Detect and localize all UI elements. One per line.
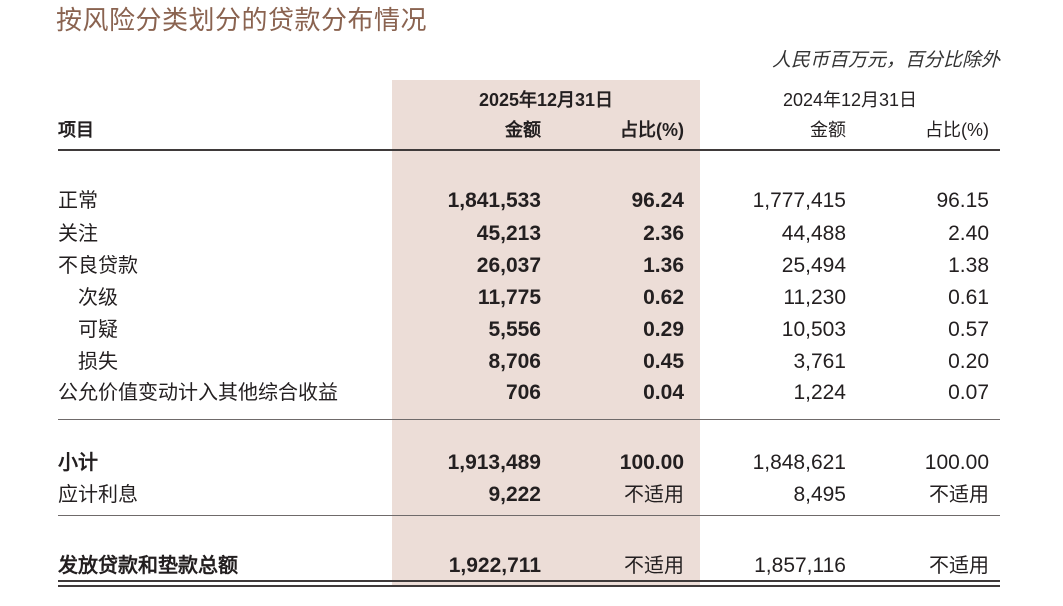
item-label: 小计: [58, 452, 98, 474]
amount-2025: 706: [505, 381, 541, 404]
ratio-2024: 1.38: [948, 254, 989, 277]
amount-2024: 44,488: [781, 222, 846, 245]
ratio-2024: 0.61: [948, 286, 989, 309]
page-title: 按风险分类划分的贷款分布情况: [56, 5, 428, 35]
ratio-2025: 不适用: [624, 555, 684, 577]
amount-2025: 1,913,489: [447, 451, 541, 474]
amount-2025: 45,213: [476, 222, 541, 245]
amount-2025: 5,556: [488, 318, 541, 341]
header-ratio-2024: 占比(%): [925, 120, 989, 140]
amount-2025: 1,922,711: [448, 554, 541, 577]
unit-note: 人民币百万元，百分比除外: [771, 50, 1000, 71]
row-subtotal: 小计 1,913,489 100.00 1,848,621 100.00: [0, 447, 1063, 479]
amount-2025: 8,706: [488, 350, 541, 373]
ratio-2024: 0.57: [948, 318, 989, 341]
header-date-2025: 2025年12月31日: [478, 90, 614, 110]
header-amount-2024: 金额: [810, 120, 846, 140]
amount-2024: 1,777,415: [752, 189, 846, 212]
ratio-2025: 0.62: [643, 286, 684, 309]
item-label: 正常: [58, 190, 98, 212]
header-divider: [58, 149, 1000, 151]
ratio-2024: 0.07: [948, 381, 989, 404]
amount-2025: 9,222: [488, 483, 541, 506]
amount-2024: 3,761: [793, 350, 846, 373]
item-label: 发放贷款和垫款总额: [58, 555, 238, 577]
item-label: 公允价值变动计入其他综合收益: [58, 382, 338, 404]
section-divider: [58, 515, 1000, 516]
ratio-2025: 2.36: [643, 222, 684, 245]
amount-2024: 1,224: [793, 381, 846, 404]
current-period-highlight-band: [392, 80, 700, 585]
ratio-2025: 0.45: [643, 350, 684, 373]
amount-2024: 10,503: [781, 318, 846, 341]
row-fvoci: 公允价值变动计入其他综合收益 706 0.04 1,224 0.07: [0, 377, 1063, 409]
table-bottom-double-rule: [58, 580, 1000, 587]
row-doubtful: 可疑 5,556 0.29 10,503 0.57: [0, 314, 1063, 346]
row-loss: 损失 8,706 0.45 3,761 0.20: [0, 346, 1063, 378]
item-label: 次级: [78, 287, 118, 309]
header-date-2024: 2024年12月31日: [782, 90, 918, 110]
ratio-2024: 96.15: [936, 189, 989, 212]
item-label: 可疑: [78, 319, 118, 341]
ratio-2024: 100.00: [924, 451, 989, 474]
ratio-2025: 1.36: [643, 254, 684, 277]
item-label: 关注: [58, 223, 98, 245]
row-non-performing: 不良贷款 26,037 1.36 25,494 1.38: [0, 250, 1063, 282]
row-normal: 正常 1,841,533 96.24 1,777,415 96.15: [0, 185, 1063, 217]
ratio-2024: 不适用: [929, 555, 989, 577]
item-label: 损失: [78, 351, 118, 373]
amount-2024: 11,230: [783, 286, 846, 309]
item-label: 不良贷款: [58, 255, 138, 277]
header-amount-2025: 金额: [505, 120, 541, 140]
ratio-2025: 100.00: [619, 451, 684, 474]
ratio-2024: 0.20: [948, 350, 989, 373]
ratio-2025: 不适用: [624, 484, 684, 506]
row-total-loans: 发放贷款和垫款总额 1,922,711 不适用 1,857,116 不适用: [0, 550, 1063, 582]
ratio-2024: 2.40: [948, 222, 989, 245]
amount-2024: 1,857,116: [754, 554, 846, 577]
item-label: 应计利息: [58, 484, 138, 506]
ratio-2024: 不适用: [929, 484, 989, 506]
section-divider: [58, 419, 1000, 420]
row-special-mention: 关注 45,213 2.36 44,488 2.40: [0, 218, 1063, 250]
amount-2024: 1,848,621: [752, 451, 846, 474]
header-ratio-2025: 占比(%): [620, 120, 684, 140]
amount-2024: 25,494: [781, 254, 846, 277]
ratio-2025: 0.04: [643, 381, 684, 404]
amount-2025: 26,037: [476, 254, 541, 277]
ratio-2025: 0.29: [643, 318, 684, 341]
amount-2025: 11,775: [477, 286, 541, 309]
row-accrued-interest: 应计利息 9,222 不适用 8,495 不适用: [0, 479, 1063, 511]
column-header-row: 项目 金额 占比(%) 金额 占比(%): [0, 118, 1063, 142]
amount-2024: 8,495: [793, 483, 846, 506]
amount-2025: 1,841,533: [447, 189, 541, 212]
header-item: 项目: [58, 120, 94, 140]
ratio-2025: 96.24: [631, 189, 684, 212]
row-substandard: 次级 11,775 0.62 11,230 0.61: [0, 282, 1063, 314]
